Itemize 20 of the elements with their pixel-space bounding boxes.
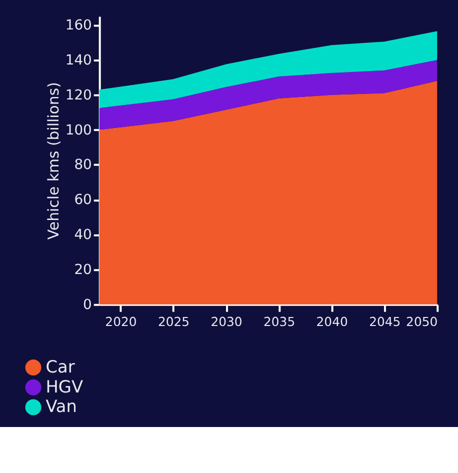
y-tick-label: 40 [74,227,92,244]
x-tick-label: 2050 [406,314,438,329]
x-tick-label: 2020 [105,314,137,329]
x-tick-label: 2040 [316,314,348,329]
y-tick-label: 100 [65,122,92,138]
x-tick-label: 2030 [210,314,242,329]
y-axis-title: Vehicle kms (billions) [44,82,62,240]
legend-label: HGV [46,376,84,396]
y-tick-label: 0 [83,296,92,313]
y-tick-label: 160 [65,17,92,34]
y-tick-label: 140 [65,52,92,68]
y-tick-label: 120 [65,87,92,104]
legend-label: Car [46,356,75,376]
x-tick-label: 2025 [158,314,190,329]
legend-label: Van [46,396,77,416]
y-tick-label: 80 [74,157,92,174]
y-tick-label: 60 [74,192,92,208]
x-tick-label: 2045 [369,314,401,329]
y-tick-label: 20 [74,262,92,278]
x-tick-label: 2035 [264,314,296,329]
